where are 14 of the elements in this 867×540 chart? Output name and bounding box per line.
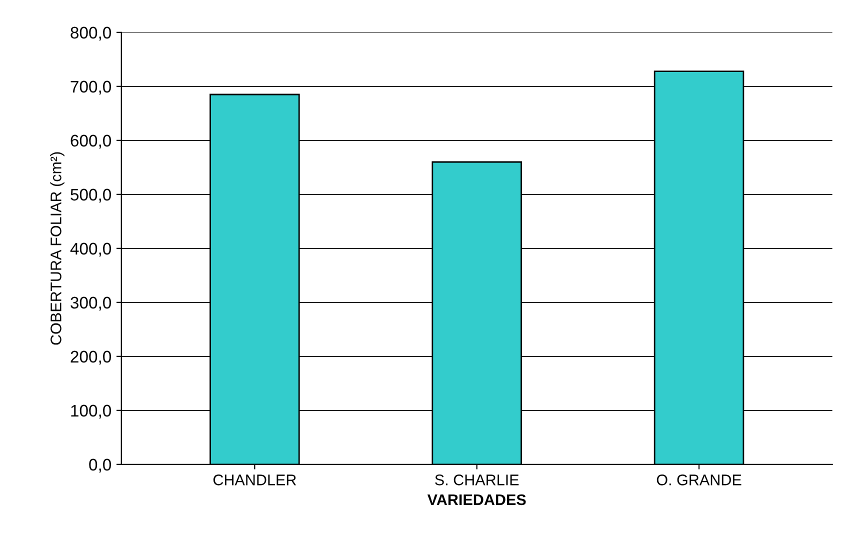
y-tick-label: 100,0 (71, 404, 112, 419)
y-tick-label: 300,0 (70, 296, 112, 311)
x-tick-label: CHANDLER (213, 474, 296, 486)
x-axis-title: VARIEDADES (427, 494, 526, 506)
y-tick-label: 200,0 (70, 350, 112, 365)
y-tick-label: 600,0 (70, 134, 112, 149)
y-tick-label: 500,0 (70, 188, 112, 203)
y-tick-label: 700,0 (70, 80, 112, 95)
y-axis-title: COBERTURA FOLIAR (cm²) (50, 152, 64, 345)
y-tick-label: 400,0 (70, 242, 112, 257)
x-tick-label: S. CHARLIE (435, 474, 519, 486)
x-tick-label: O. GRANDE (656, 474, 742, 486)
y-tick-label: 0,0 (89, 458, 112, 473)
y-tick-label: 800,0 (70, 26, 112, 41)
